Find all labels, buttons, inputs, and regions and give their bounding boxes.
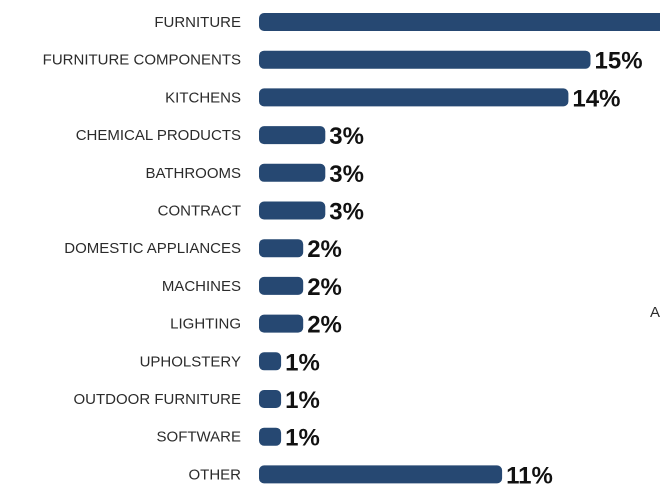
bar (259, 163, 326, 182)
category-label: FURNITURE (154, 14, 241, 31)
category-label: MACHINES (162, 278, 241, 295)
value-label: 3% (329, 199, 364, 226)
category-label: BATHROOMS (145, 165, 241, 182)
bar (259, 465, 503, 484)
category-label: DOMESTIC APPLIANCES (64, 240, 241, 257)
value-label: 1% (285, 387, 320, 414)
category-label: OTHER (189, 466, 242, 483)
bar (259, 239, 304, 258)
value-label: 15% (595, 48, 643, 75)
bar (259, 352, 282, 371)
bar (259, 427, 282, 446)
bar (259, 390, 282, 408)
category-label: OUTDOOR FURNITURE (74, 391, 242, 408)
bar (259, 13, 660, 31)
bar (259, 276, 304, 295)
bar (259, 88, 569, 107)
value-label: 1% (285, 349, 320, 376)
category-label: FURNITURE COMPONENTS (43, 52, 241, 69)
bar (259, 50, 591, 69)
category-label: UPHOLSTERY (140, 353, 241, 370)
category-label: CHEMICAL PRODUCTS (76, 127, 241, 144)
bar (259, 126, 326, 145)
bar (259, 201, 326, 220)
value-label: 2% (307, 236, 342, 263)
value-label: 14% (572, 85, 620, 112)
clipped-text: A (650, 304, 660, 321)
value-label: 2% (307, 312, 342, 339)
category-label: LIGHTING (170, 316, 241, 333)
category-label: KITCHENS (165, 89, 241, 106)
value-label: 3% (329, 161, 364, 188)
value-label: 11% (506, 462, 553, 489)
bar (259, 314, 304, 333)
category-label: CONTRACT (158, 203, 241, 220)
value-label: 1% (285, 425, 320, 452)
value-label: 3% (329, 123, 364, 150)
category-label: SOFTWARE (157, 429, 241, 446)
value-label: 2% (307, 274, 342, 301)
